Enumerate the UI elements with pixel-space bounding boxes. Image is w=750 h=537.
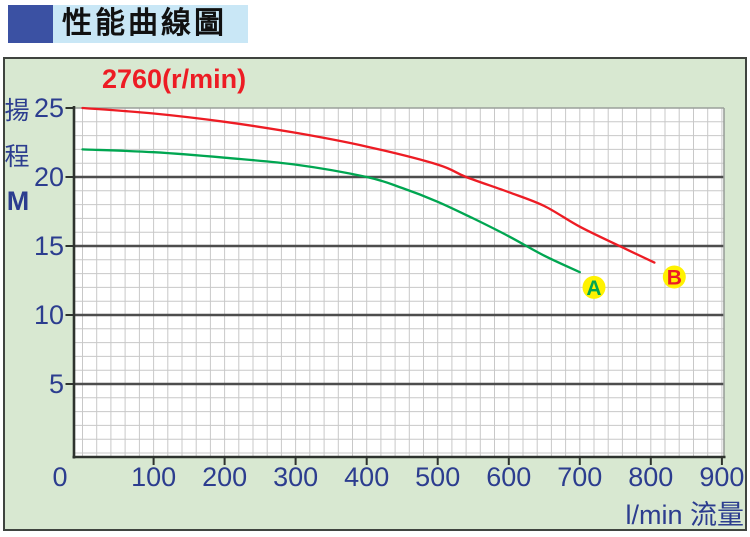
x-tick-label-900: 900	[699, 462, 745, 492]
curve-A	[81, 148, 581, 274]
title-accent-square	[8, 5, 53, 43]
page-title: 性能曲線圖	[62, 7, 227, 40]
y-axis-label-char-2: 程	[4, 143, 30, 171]
y-tick-label-15: 15	[33, 230, 64, 261]
curve-B	[81, 106, 656, 264]
x-tick-label-800: 800	[628, 462, 674, 492]
marker-circle-A	[582, 275, 606, 299]
y-axis-label-char-1: 揚	[4, 97, 30, 125]
x-tick-label-300: 300	[273, 462, 319, 492]
marker-circle-B	[662, 265, 686, 289]
x-tick-label-700: 700	[557, 462, 603, 492]
x-tick-label-200: 200	[202, 462, 248, 492]
y-tick-label-25: 25	[33, 92, 64, 123]
x-tick-label-600: 600	[486, 462, 532, 492]
x-axis-label: l/min 流量	[625, 500, 744, 530]
x-tick-label-400: 400	[344, 462, 390, 492]
y-tick-label-20: 20	[33, 161, 64, 192]
x-tick-label-0: 0	[52, 462, 68, 492]
rpm-label: 2760(r/min)	[102, 64, 247, 94]
y-axis-unit: M	[6, 186, 30, 216]
y-tick-label-5: 5	[48, 368, 64, 399]
x-tick-label-500: 500	[415, 462, 461, 492]
marker-label-B: B	[667, 267, 682, 290]
marker-label-A: A	[586, 277, 601, 300]
title-bar: 性能曲線圖	[53, 5, 248, 43]
x-tick-label-100: 100	[131, 462, 177, 492]
y-tick-label-10: 10	[33, 299, 64, 330]
plot-area	[74, 108, 724, 457]
